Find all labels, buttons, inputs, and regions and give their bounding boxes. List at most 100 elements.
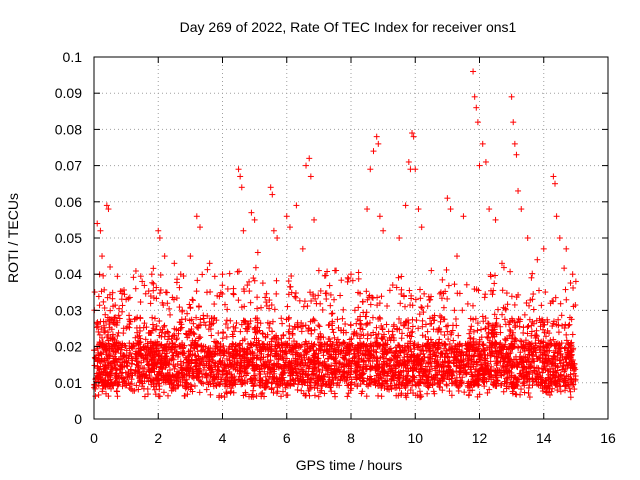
data-point (165, 392, 172, 399)
data-point (363, 288, 370, 295)
data-point (258, 304, 265, 311)
data-point (482, 158, 489, 165)
data-point (230, 291, 237, 298)
data-point (326, 282, 333, 289)
y-tick-label: 0.07 (55, 158, 82, 174)
data-point (563, 245, 570, 252)
data-point (443, 266, 450, 273)
data-point (340, 306, 347, 313)
data-point (161, 322, 168, 329)
data-point (417, 286, 424, 293)
data-point (459, 307, 466, 314)
data-point (150, 265, 157, 272)
data-point (187, 253, 194, 260)
y-axis-label: ROTI / TECUs (5, 193, 21, 283)
data-point (207, 391, 214, 398)
data-point (142, 336, 149, 343)
data-point (398, 286, 405, 293)
data-point (235, 297, 242, 304)
data-point (508, 93, 515, 100)
data-point (238, 184, 245, 191)
data-point (204, 312, 211, 319)
data-point (286, 224, 293, 231)
data-point (148, 271, 155, 278)
data-point (557, 388, 564, 395)
data-point (223, 333, 230, 340)
data-point (556, 235, 563, 241)
data-point (250, 387, 257, 394)
data-point (536, 287, 543, 294)
data-point (102, 311, 109, 318)
data-point (367, 166, 374, 173)
data-point (469, 302, 476, 309)
x-tick-label: 2 (154, 430, 162, 446)
data-point (263, 290, 270, 297)
data-point (563, 337, 570, 344)
data-point (321, 390, 328, 397)
data-point (359, 298, 366, 305)
data-point (444, 295, 451, 302)
data-point (419, 323, 426, 330)
data-point (144, 385, 151, 392)
y-tick-label: 0.05 (55, 230, 82, 246)
data-point (137, 299, 144, 306)
y-tick-label: 0.04 (55, 266, 82, 282)
data-point (262, 294, 269, 301)
data-point (240, 227, 247, 234)
data-point (246, 288, 253, 295)
data-point (406, 287, 413, 294)
data-point (444, 195, 451, 202)
data-point (478, 326, 485, 333)
data-point (421, 290, 428, 297)
data-point (518, 206, 525, 213)
data-point (515, 187, 522, 194)
data-point (494, 306, 501, 313)
data-point (171, 260, 178, 267)
data-point (195, 303, 202, 310)
data-point (516, 323, 523, 330)
data-point (407, 386, 414, 393)
data-point (339, 315, 346, 322)
data-point (91, 362, 98, 369)
data-point (267, 184, 274, 191)
data-point (482, 291, 489, 298)
data-point (233, 319, 240, 326)
data-point (328, 310, 335, 317)
data-point (327, 291, 334, 298)
data-point (156, 235, 163, 241)
data-point (364, 331, 371, 338)
data-point (91, 289, 98, 296)
data-point (506, 326, 513, 333)
data-point (149, 314, 156, 321)
data-point (332, 393, 339, 400)
data-point (104, 314, 111, 321)
data-point (273, 277, 280, 284)
data-point (395, 274, 402, 281)
data-point (215, 330, 222, 337)
data-point (520, 324, 527, 331)
x-tick-label: 12 (472, 430, 488, 446)
data-point (286, 322, 293, 329)
data-point (199, 271, 206, 278)
data-point (324, 268, 331, 275)
data-point (441, 331, 448, 338)
y-tick-label: 0 (74, 411, 82, 427)
data-point (208, 332, 215, 339)
data-point (528, 274, 535, 281)
data-point (550, 173, 557, 180)
data-point (186, 301, 193, 308)
data-point (247, 299, 254, 306)
data-point (525, 390, 532, 397)
data-point (510, 119, 517, 126)
y-tick-label: 0.1 (63, 49, 83, 65)
y-tick-label: 0.09 (55, 85, 82, 101)
data-points (91, 68, 579, 401)
data-point (384, 303, 391, 310)
data-point (231, 328, 238, 335)
data-point (307, 173, 314, 180)
data-point (541, 329, 548, 336)
x-tick-label: 16 (600, 430, 616, 446)
y-tick-label: 0.01 (55, 375, 82, 391)
data-point (567, 394, 574, 401)
data-point (461, 389, 468, 396)
